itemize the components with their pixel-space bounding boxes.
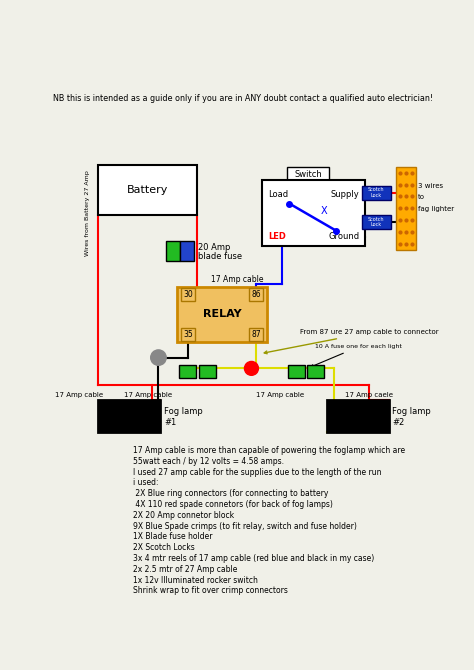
Text: 17 Amp caele: 17 Amp caele (345, 391, 393, 397)
Text: Fog lamp: Fog lamp (164, 407, 202, 416)
Bar (362, 215, 391, 229)
Bar (262, 180, 365, 246)
Text: Load: Load (268, 190, 289, 199)
Bar (287, 167, 329, 182)
Text: 87: 87 (251, 330, 261, 339)
Text: 86: 86 (251, 290, 261, 299)
Bar (181, 287, 195, 302)
Text: LED: LED (268, 232, 286, 241)
Text: i used:: i used: (133, 478, 158, 488)
Text: Scotch
Lock: Scotch Lock (368, 216, 384, 228)
Text: Battery: Battery (127, 185, 168, 195)
Bar (98, 165, 197, 215)
Text: 10 A fuse one for each light: 10 A fuse one for each light (311, 344, 402, 367)
Text: 35: 35 (183, 330, 193, 339)
Text: Shrink wrap to fit over crimp connectors: Shrink wrap to fit over crimp connectors (133, 586, 288, 595)
Text: I used 27 amp cable for the supplies due to the length of the run: I used 27 amp cable for the supplies due… (133, 468, 382, 477)
Text: 9X Blue Spade crimps (to fit relay, switch and fuse holder): 9X Blue Spade crimps (to fit relay, swit… (133, 522, 357, 531)
Text: to: to (418, 194, 425, 200)
Text: 1x 12v Illuminated rocker switch: 1x 12v Illuminated rocker switch (133, 576, 258, 584)
Bar (288, 365, 305, 378)
Text: 3 wires: 3 wires (418, 183, 443, 189)
Text: Wires from Battery 27 Amp: Wires from Battery 27 Amp (85, 170, 90, 256)
Text: NB this is intended as a guide only if you are in ANY doubt contact a qualified : NB this is intended as a guide only if y… (53, 94, 433, 103)
Bar (180, 241, 194, 261)
Circle shape (151, 350, 166, 365)
Bar (181, 328, 195, 342)
Text: X: X (321, 206, 328, 216)
Text: #1: #1 (164, 418, 176, 427)
Text: Fog lamp: Fog lamp (392, 407, 431, 416)
Text: 17 Amp cable: 17 Amp cable (211, 275, 264, 283)
Bar (249, 328, 263, 342)
Circle shape (245, 361, 258, 375)
Bar (177, 287, 267, 342)
Text: RELAY: RELAY (203, 310, 241, 320)
Bar (249, 287, 263, 302)
Bar (362, 186, 391, 200)
Bar (199, 365, 216, 378)
Bar (396, 167, 416, 250)
Bar (98, 400, 160, 432)
Text: 4X 110 red spade connetors (for back of fog lamps): 4X 110 red spade connetors (for back of … (133, 500, 333, 509)
Bar (179, 365, 196, 378)
Text: From 87 ure 27 amp cable to connector: From 87 ure 27 amp cable to connector (264, 330, 438, 354)
Text: Ground: Ground (328, 232, 359, 241)
Text: 2X Scotch Locks: 2X Scotch Locks (133, 543, 195, 552)
Text: 2X 20 Amp connetor block: 2X 20 Amp connetor block (133, 511, 234, 520)
Text: blade fuse: blade fuse (198, 252, 242, 261)
Text: 55watt each / by 12 volts = 4.58 amps.: 55watt each / by 12 volts = 4.58 amps. (133, 457, 284, 466)
Text: Switch: Switch (294, 170, 322, 179)
Text: fag lighter: fag lighter (418, 206, 454, 212)
Bar (307, 365, 324, 378)
Text: Supply: Supply (330, 190, 359, 199)
Text: 2X Blue ring connectors (for connecting to battery: 2X Blue ring connectors (for connecting … (133, 489, 328, 498)
Text: 3x 4 mtr reels of 17 amp cable (red blue and black in my case): 3x 4 mtr reels of 17 amp cable (red blue… (133, 554, 374, 563)
Bar (166, 241, 180, 261)
Text: 30: 30 (183, 290, 193, 299)
Text: 2x 2.5 mtr of 27 Amp cable: 2x 2.5 mtr of 27 Amp cable (133, 565, 237, 574)
Text: 17 Amp cable is more than capable of powering the foglamp which are: 17 Amp cable is more than capable of pow… (133, 446, 405, 455)
Text: Scotch
Lock: Scotch Lock (368, 188, 384, 198)
Text: #2: #2 (392, 418, 405, 427)
Text: 17 Amp cable: 17 Amp cable (124, 391, 173, 397)
Text: 17 Amp cable: 17 Amp cable (55, 391, 103, 397)
Text: 20 Amp: 20 Amp (198, 243, 230, 252)
Text: 1X Blade fuse holder: 1X Blade fuse holder (133, 533, 212, 541)
Bar (327, 400, 389, 432)
Text: 17 Amp cable: 17 Amp cable (256, 391, 304, 397)
